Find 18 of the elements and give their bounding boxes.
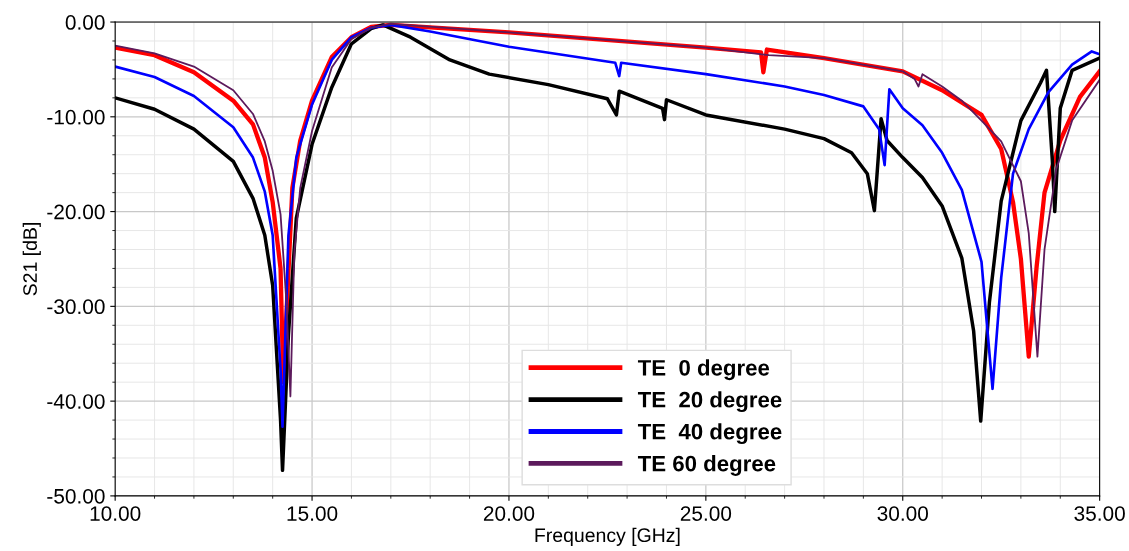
x-tick-label: 25.00 [680,506,732,521]
legend-label: TE 60 degree [637,455,776,476]
legend-label: TE 0 degree [637,359,770,381]
x-tick-label: 30.00 [877,506,928,521]
y-tick-label: 0.00 [65,15,105,30]
x-axis-title: Frequency [GHz] [535,527,680,546]
y-axis-title: S21 [dB] [22,223,41,296]
legend-label: TE 40 degree [637,423,782,444]
legend-label: TE 20 degree [637,391,782,413]
x-tick-label: 10.00 [90,506,141,521]
y-tick-label: -30.00 [47,299,105,315]
y-tick-label: -20.00 [47,204,105,220]
y-tick-label: -40.00 [47,394,105,409]
x-tick-label: 15.00 [287,506,338,521]
x-tick-label: 35.00 [1074,506,1125,521]
y-tick-label: -50.00 [47,488,105,504]
x-tick-label: 20.00 [483,506,535,521]
y-tick-label: -10.00 [47,109,105,125]
